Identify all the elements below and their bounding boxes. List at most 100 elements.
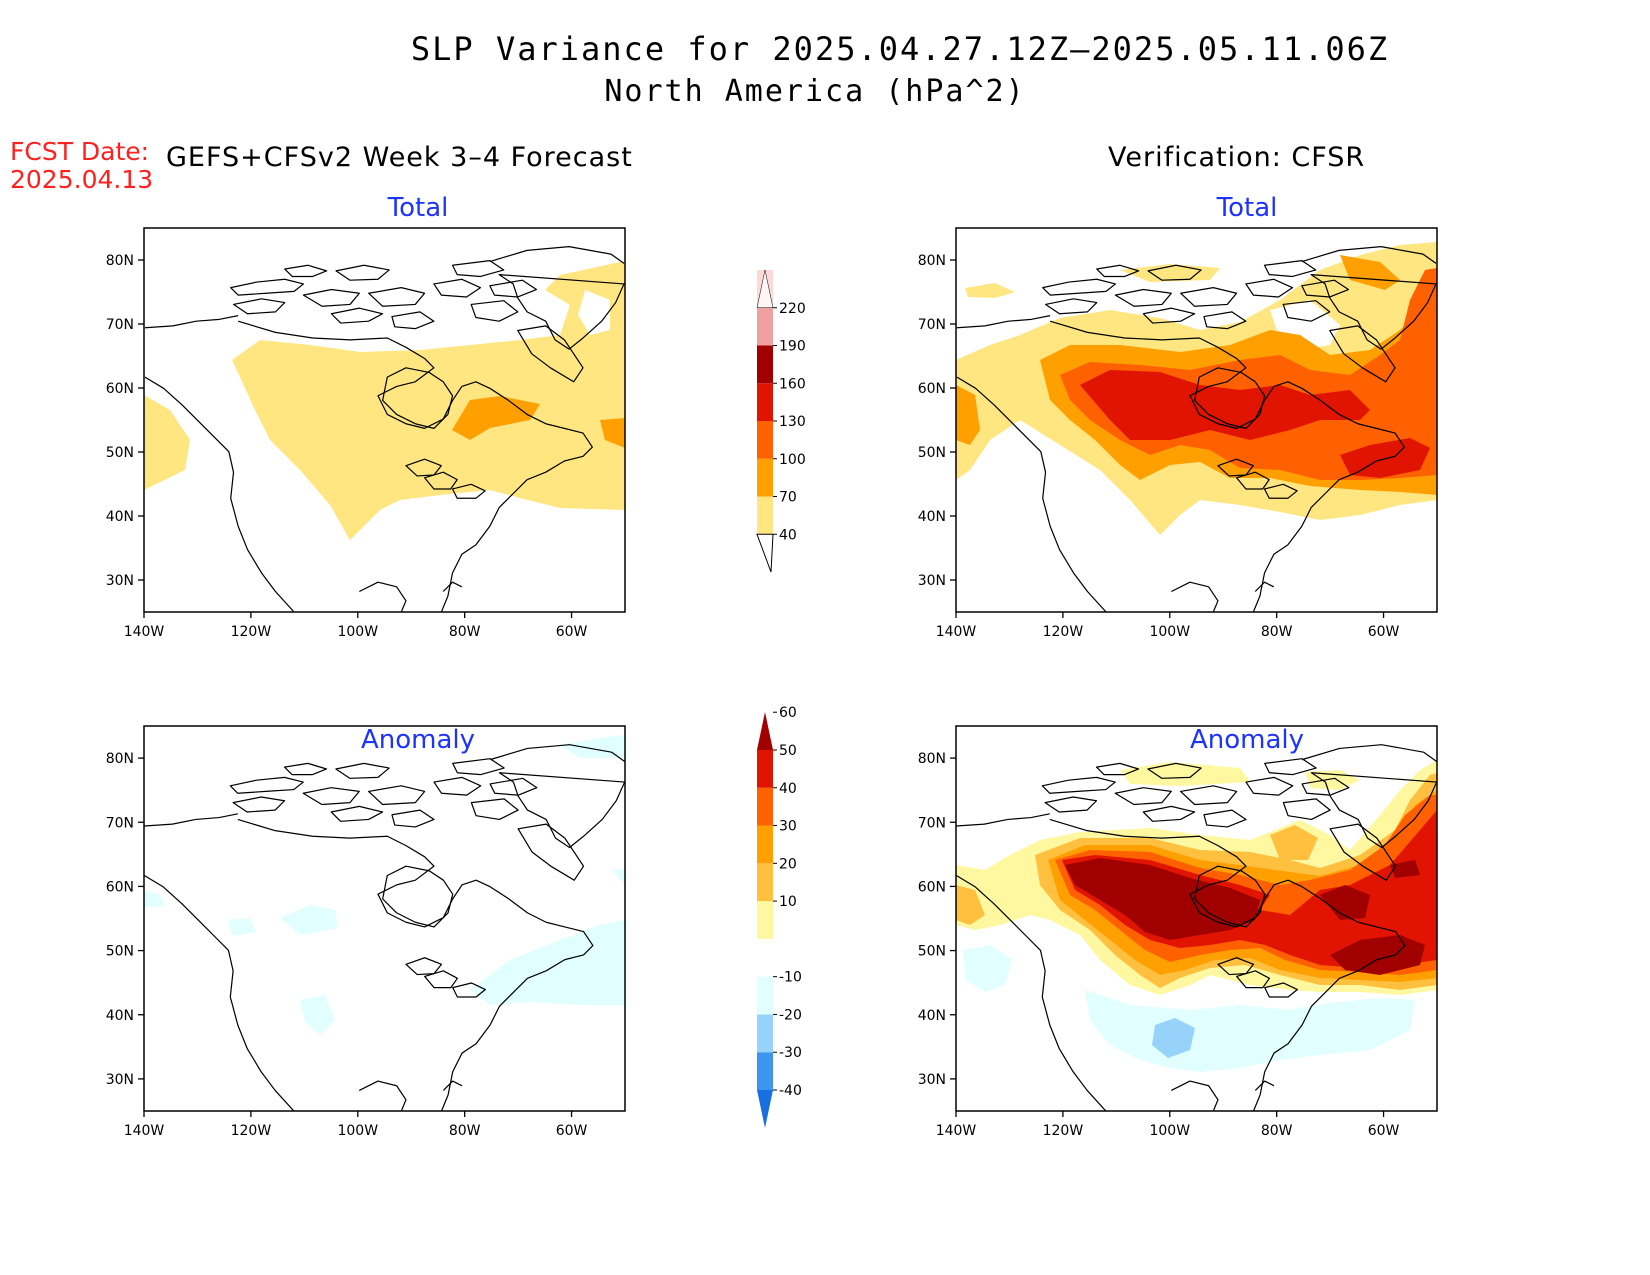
colorbar-anomaly-segment [757,1052,773,1090]
lat-label: 70N [918,317,946,333]
verification-anomaly-title: Anomaly [1189,725,1305,755]
lon-label: 80W [1261,624,1293,640]
lon-label: 80W [449,624,481,640]
colorbar-anomaly-segment [757,1014,773,1053]
colorbar-total-label: 130 [779,414,806,430]
lon-label: 140W [936,624,977,640]
lon-label: 100W [337,1123,378,1139]
lat-label: 70N [106,317,134,333]
lat-label: 40N [918,509,946,525]
verification-anomaly-frame [955,725,1438,1112]
lat-label: 70N [918,815,946,831]
lon-label: 60W [1368,1123,1400,1139]
colorbar-total-label: 220 [779,301,806,317]
lat-label: 50N [106,445,134,461]
verification-anomaly-fill [956,744,1437,1111]
lon-label: 100W [1149,624,1190,640]
figure-subtitle: North America (hPa^2) [604,74,1026,109]
colorbar-anomaly-segment [757,750,773,788]
forecast-anomaly-title: Anomaly [360,725,476,755]
lon-label: 140W [936,1123,977,1139]
colorbar-total-segment [757,383,773,421]
verification-total-frame [955,227,1438,613]
colorbar-anomaly-label: 20 [779,856,797,872]
lon-label: 60W [1368,624,1400,640]
colorbar-anomaly-label: 30 [779,819,797,835]
lat-label: 60N [106,381,134,397]
verification-heading: Verification: CFSR [1108,142,1366,173]
lon-label: 60W [556,624,588,640]
colorbar-total-segment [757,307,773,346]
colorbar-anomaly-upper-arrow [757,712,773,750]
lon-label: 80W [449,1123,481,1139]
colorbar-anomaly-segment [757,901,773,939]
lon-label: 120W [1043,624,1084,640]
lon-label: 140W [124,624,165,640]
fcst-label-text: FCST Date: [10,137,150,166]
colorbar-anomaly-label: 10 [779,894,797,910]
colorbar-anomaly-label: -40 [779,1083,802,1099]
forecast-total-title: Total [387,193,449,223]
lon-label: 100W [337,624,378,640]
forecast-anomaly-fill [144,735,625,1111]
verification-total-title: Total [1216,193,1278,223]
lat-label: 40N [106,1008,134,1024]
lat-label: 30N [106,1072,134,1088]
colorbar-total-upper-arrow [756,269,774,308]
lat-label: 40N [918,1008,946,1024]
lat-label: 50N [918,445,946,461]
colorbar-anomaly-segment [757,825,773,864]
colorbar-anomaly-label: 60 [779,705,797,721]
lon-label: 80W [1261,1123,1293,1139]
colorbar-anomaly-label: -30 [779,1045,802,1061]
lon-label: 120W [231,624,272,640]
colorbar-anomaly-segment [757,938,773,977]
colorbar-total-label: 40 [779,527,797,543]
lon-label: 140W [124,1123,165,1139]
fcst-date-value: 2025.04.13 [10,165,154,194]
colorbar-total-segment [757,421,773,459]
lon-label: 120W [231,1123,272,1139]
lat-label: 60N [918,879,946,895]
colorbar-total-label: 70 [779,490,797,506]
lon-label: 120W [1043,1123,1084,1139]
lat-label: 50N [106,944,134,960]
forecast-anomaly-frame [143,725,626,1112]
lon-label: 60W [556,1123,588,1139]
forecast-anomaly-map [143,725,626,1112]
lat-label: 30N [918,573,946,589]
verification-anomaly-map [955,725,1438,1112]
lat-label: 30N [106,573,134,589]
figure-title: SLP Variance for 2025.04.27.12Z–2025.05.… [410,30,1390,68]
colorbar-anomaly-label: 50 [779,743,797,759]
colorbar-total: 40 70 100 130 160 190 220 [756,269,806,573]
lat-label: 80N [106,751,134,767]
lat-label: 60N [918,381,946,397]
lat-label: 80N [918,253,946,269]
colorbar-total-segment [757,458,773,497]
lat-label: 60N [106,879,134,895]
colorbar-anomaly: -40 -30 -20 -10 10 20 30 40 50 60 [757,705,802,1128]
colorbar-total-segment [757,345,773,384]
lat-label: 70N [106,815,134,831]
lat-label: 50N [918,944,946,960]
colorbar-anomaly-lower-arrow [757,1090,773,1128]
colorbar-total-segment [757,496,773,535]
colorbar-total-label: 160 [779,376,806,392]
colorbar-anomaly-segment [757,976,773,1015]
lon-label: 100W [1149,1123,1190,1139]
forecast-total-map [143,227,626,613]
lat-label: 40N [106,509,134,525]
colorbar-anomaly-label: -20 [779,1007,802,1023]
colorbar-total-lower-arrow [756,533,774,573]
colorbar-anomaly-label: -10 [779,970,802,986]
colorbar-anomaly-label: 40 [779,781,797,797]
colorbar-total-label: 100 [779,452,806,468]
colorbar-total-label: 190 [779,339,806,355]
verification-total-map [955,227,1438,613]
axis-labels: 80N 70N 60N 50N 40N 30N 140W 120W 100W 80W 60W 80N 7… [106,253,1400,1139]
lat-label: 30N [918,1072,946,1088]
forecast-heading: GEFS+CFSv2 Week 3–4 Forecast [166,142,633,173]
fcst-date-label: FCST Date: 2025.04.13 [10,138,153,194]
